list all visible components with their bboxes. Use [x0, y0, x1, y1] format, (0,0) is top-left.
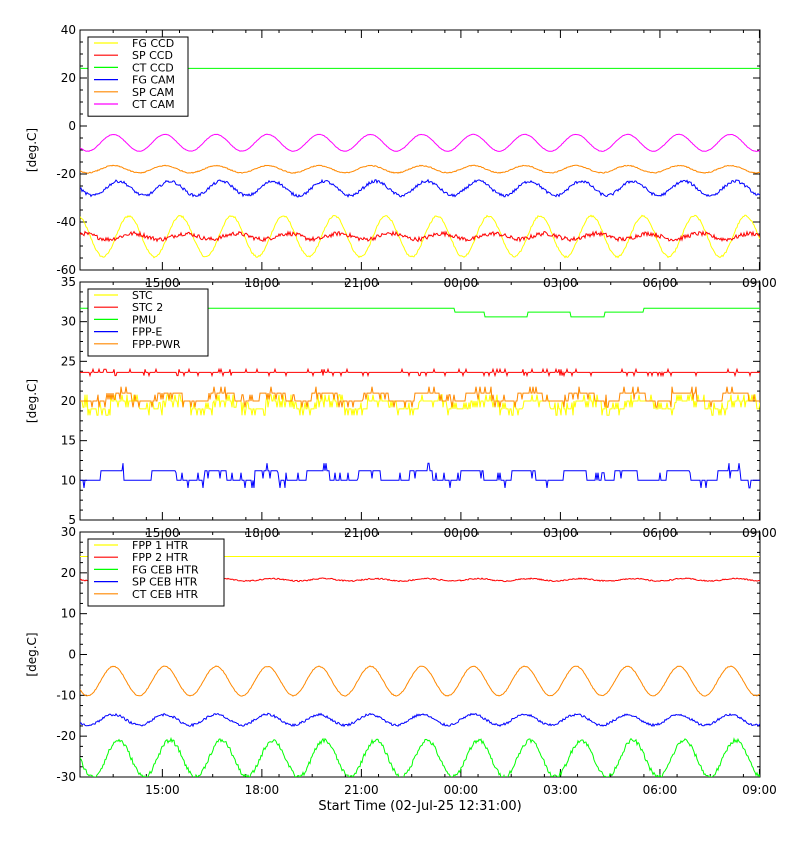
- series-line-fpp-pwr: [80, 386, 760, 408]
- series-line-fpp-e: [80, 462, 760, 489]
- x-tick-label: 00:00: [444, 783, 479, 797]
- legend-entry: SP CAM: [132, 86, 174, 99]
- y-tick-label: -10: [56, 688, 76, 702]
- legend-entry: SP CCD: [132, 49, 173, 62]
- legend-entry: CT CEB HTR: [132, 588, 199, 601]
- series-line-sp-ccd: [80, 230, 760, 243]
- y-axis-label: [deg.C]: [25, 632, 39, 676]
- legend-box: [87, 36, 189, 117]
- series-line-fg-ccd: [80, 214, 760, 259]
- y-tick-label: 20: [61, 394, 76, 408]
- x-tick-label: 21:00: [344, 783, 379, 797]
- y-tick-label: 25: [61, 354, 76, 368]
- y-tick-label: 30: [61, 525, 76, 539]
- legend-entry: PMU: [132, 313, 156, 326]
- y-tick-label: 20: [61, 566, 76, 580]
- y-tick-label: -60: [56, 263, 76, 277]
- series-line-ct-ceb-htr: [80, 665, 760, 697]
- series-line-fg-cam: [80, 178, 760, 198]
- y-tick-label: -20: [56, 729, 76, 743]
- legend-entry: FPP-E: [132, 326, 162, 339]
- x-tick-label: 15:00: [145, 783, 180, 797]
- legend-entry: FPP 2 HTR: [132, 551, 189, 564]
- y-tick-label: -20: [56, 167, 76, 181]
- y-tick-label: 40: [61, 23, 76, 37]
- y-tick-label: -30: [56, 770, 76, 784]
- legend-entry: CT CCD: [132, 61, 174, 74]
- legend-entry: FPP-PWR: [132, 338, 181, 351]
- legend-box: [87, 538, 225, 607]
- legend-entry: SP CEB HTR: [132, 576, 198, 589]
- legend-entry: FG CCD: [132, 37, 174, 50]
- series-line-stc-2: [80, 367, 760, 378]
- series-line-sp-cam: [80, 164, 760, 174]
- series-line-sp-ceb-htr: [80, 712, 760, 728]
- x-tick-label: 09:00: [742, 783, 777, 797]
- x-tick-label: 18:00: [245, 783, 280, 797]
- y-tick-label: 0: [68, 648, 76, 662]
- y-axis-label: [deg.C]: [25, 379, 39, 423]
- y-tick-label: 15: [61, 434, 76, 448]
- legend-entry: CT CAM: [132, 98, 175, 111]
- legend-entry: FG CEB HTR: [132, 563, 199, 576]
- y-tick-label: 10: [61, 473, 76, 487]
- x-axis-start-time-label: Start Time (02-Jul-25 12:31:00): [318, 799, 521, 814]
- x-tick-label: 03:00: [543, 783, 578, 797]
- y-tick-label: -40: [56, 215, 76, 229]
- y-tick-label: 10: [61, 607, 76, 621]
- y-tick-label: 20: [61, 71, 76, 85]
- x-tick-label: 06:00: [643, 783, 678, 797]
- legend-entry: FG CAM: [132, 74, 175, 87]
- legend-entry: STC: [132, 289, 153, 302]
- legend-entry: STC 2: [132, 301, 163, 314]
- y-tick-label: 0: [68, 119, 76, 133]
- y-tick-label: 30: [61, 315, 76, 329]
- y-tick-label: 5: [68, 513, 76, 527]
- y-tick-label: 35: [61, 275, 76, 289]
- chart-panel-3: -30 -20 -10 0 10 20 30 15:00 18:00 21:00 00:00 03:0…: [25, 525, 777, 797]
- legend-box: [87, 288, 209, 357]
- series-line-ct-cam: [80, 133, 760, 152]
- y-axis-label: [deg.C]: [25, 128, 39, 172]
- legend-entry: FPP 1 HTR: [132, 539, 189, 552]
- series-line-fg-ceb-htr: [80, 736, 760, 777]
